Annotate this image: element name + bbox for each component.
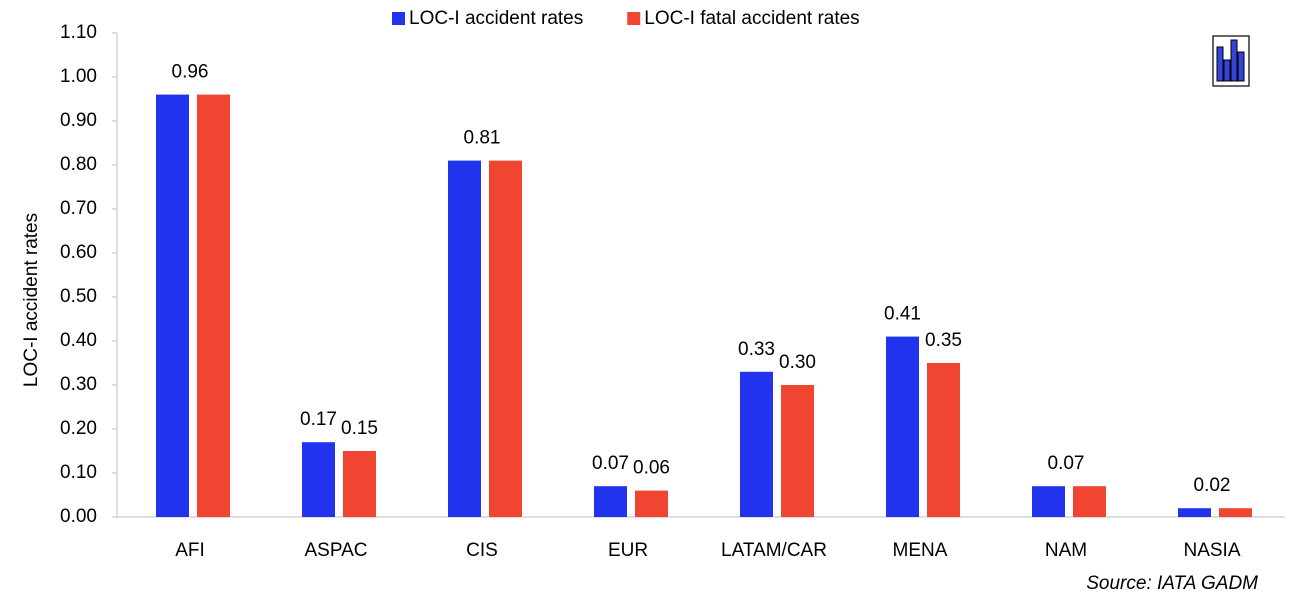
bar: [886, 336, 919, 517]
data-label: 0.06: [633, 458, 670, 479]
x-tick-label: NASIA: [1183, 540, 1240, 561]
x-tick-label: NAM: [1045, 540, 1087, 561]
bar: [197, 94, 230, 517]
legend-label: LOC-I accident rates: [409, 8, 583, 29]
data-label: 0.41: [884, 304, 921, 325]
y-tick-label: 0.00: [60, 506, 97, 527]
data-label: 0.96: [172, 62, 209, 83]
bar: [594, 486, 627, 517]
data-label: 0.81: [464, 128, 501, 149]
bar: [302, 442, 335, 517]
x-tick-label: CIS: [466, 540, 498, 561]
bar: [740, 371, 773, 517]
data-label: 0.07: [1048, 453, 1085, 474]
data-label: 0.15: [341, 418, 378, 439]
bar: [489, 160, 522, 517]
bar: [1178, 508, 1211, 517]
data-label: 0.35: [925, 330, 962, 351]
data-label: 0.30: [779, 352, 816, 373]
y-tick-label: 0.30: [60, 374, 97, 395]
bar: [1219, 508, 1252, 517]
chart-icon: [1212, 35, 1250, 87]
bar: [156, 94, 189, 517]
x-tick-label: MENA: [893, 540, 948, 561]
y-axis-label: LOC-I accident rates: [21, 213, 42, 387]
x-tick-label: EUR: [608, 540, 648, 561]
data-label: 0.33: [738, 339, 775, 360]
y-tick-label: 0.40: [60, 330, 97, 351]
y-tick-label: 0.50: [60, 286, 97, 307]
legend-label: LOC-I fatal accident rates: [644, 8, 859, 29]
y-tick-label: 0.20: [60, 418, 97, 439]
bar: [1032, 486, 1065, 517]
bar: [781, 385, 814, 517]
x-tick-label: AFI: [175, 540, 205, 561]
legend-swatch: [392, 12, 405, 25]
x-tick-label: ASPAC: [304, 540, 367, 561]
legend-swatch: [627, 12, 641, 25]
source: Source: IATA GADM: [1086, 573, 1258, 594]
bar: [448, 160, 481, 517]
y-tick-label: 0.90: [60, 110, 97, 131]
bar: [635, 490, 668, 517]
bar: [927, 363, 960, 517]
bar: [343, 451, 376, 517]
data-label: 0.17: [300, 409, 337, 430]
x-tick-label: LATAM/CAR: [721, 540, 827, 561]
y-tick-label: 0.60: [60, 242, 97, 263]
data-label: 0.07: [592, 453, 629, 474]
y-tick-label: 0.80: [60, 154, 97, 175]
data-label: 0.02: [1194, 475, 1231, 496]
y-tick-label: 0.10: [60, 462, 97, 483]
y-tick-label: 0.70: [60, 198, 97, 219]
y-tick-label: 1.00: [60, 66, 97, 87]
y-tick-label: 1.10: [60, 22, 97, 43]
bar: [1073, 486, 1106, 517]
